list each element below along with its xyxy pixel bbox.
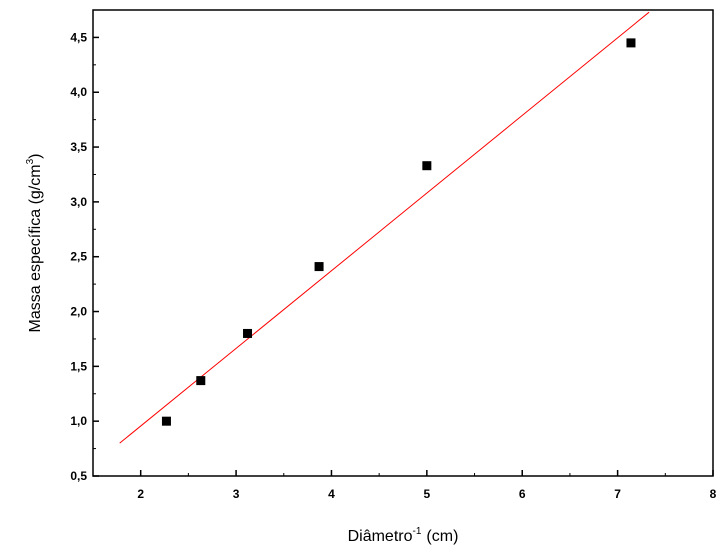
y-tick-label: 0,5 — [70, 469, 87, 483]
y-tick-label: 3,5 — [70, 140, 87, 154]
x-axis-label-main: Diâmetro — [348, 528, 413, 545]
x-tick-label: 6 — [519, 487, 526, 501]
y-tick-label: 3,0 — [70, 195, 87, 209]
data-points — [161, 38, 636, 426]
x-axis-label: Diâmetro-1 (cm) — [348, 526, 459, 545]
x-tick-label: 4 — [328, 487, 335, 501]
x-axis-ticks: 2 3 4 5 6 7 8 — [137, 470, 717, 501]
data-point — [626, 38, 636, 48]
fit-line-group — [119, 11, 650, 444]
data-point — [243, 328, 253, 338]
y-tick-label: 1,5 — [70, 359, 87, 373]
x-axis-label-sup: -1 — [413, 526, 422, 537]
y-tick-label: 1,0 — [70, 414, 87, 428]
y-axis-label-close: ) — [27, 154, 44, 159]
x-tick-label: 3 — [233, 487, 240, 501]
y-tick-label: 4,5 — [70, 30, 87, 44]
data-point — [161, 416, 171, 426]
y-axis-label: Massa específica (g/cm3) — [25, 154, 44, 333]
y-tick-label: 2,0 — [70, 305, 87, 319]
plot-frame — [92, 9, 714, 477]
fit-line — [119, 11, 650, 444]
y-axis-label-sup: 3 — [25, 158, 36, 164]
y-tick-label: 2,5 — [70, 250, 87, 264]
y-axis-label-main: Massa específica (g/cm — [27, 164, 44, 332]
x-tick-label: 5 — [424, 487, 431, 501]
x-tick-label: 8 — [710, 487, 717, 501]
x-axis-label-unit: (cm) — [426, 528, 458, 545]
data-point — [314, 262, 324, 272]
data-point — [422, 161, 432, 171]
y-tick-label: 4,0 — [70, 85, 87, 99]
data-point — [196, 376, 206, 386]
y-axis-ticks: 0,5 1,0 1,5 2,0 2,5 3,0 3,5 4,0 4,5 — [70, 9, 99, 483]
x-tick-label: 2 — [137, 487, 144, 501]
x-tick-label: 7 — [614, 487, 621, 501]
